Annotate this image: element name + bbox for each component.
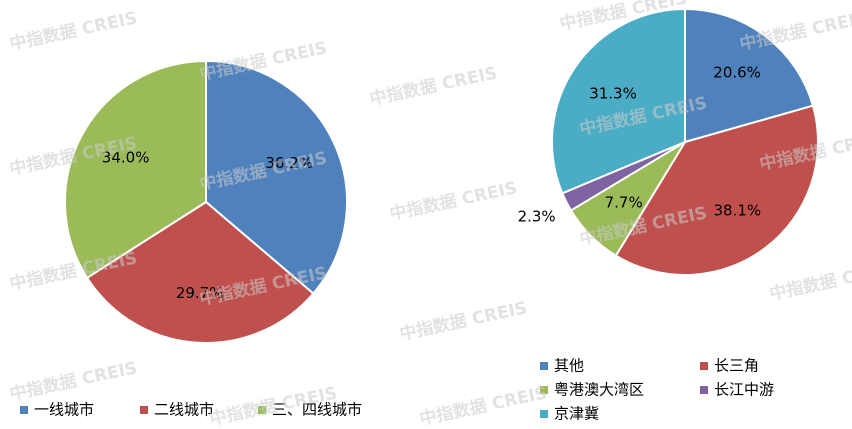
legend-label: 其他	[554, 357, 584, 375]
legend-swatch	[20, 406, 28, 414]
data-label: 31.3%	[589, 85, 637, 103]
data-label: 29.7%	[176, 284, 224, 302]
pie-slice	[64, 59, 207, 280]
data-label: 34.0%	[102, 148, 150, 166]
legend-swatch	[540, 362, 548, 370]
legend-swatch	[140, 406, 148, 414]
data-label: 36.2%	[265, 154, 313, 172]
legend-label: 三、四线城市	[272, 401, 362, 419]
pie-slice	[684, 7, 815, 144]
legend-label: 粤港澳大湾区	[554, 381, 644, 399]
pie-slice	[205, 59, 348, 295]
watermark: 中指数据 CREIS	[8, 7, 139, 55]
watermark: 中指数据 CREIS	[738, 7, 852, 55]
watermark: 中指数据 CREIS	[418, 382, 549, 429]
legend-label: 长江中游	[714, 381, 774, 399]
legend-label: 一线城市	[34, 401, 94, 419]
watermark: 中指数据 CREIS	[368, 62, 499, 110]
pie-slice	[551, 7, 686, 195]
legend-swatch	[258, 406, 266, 414]
pie-slice	[614, 104, 819, 276]
legend-label: 二线城市	[154, 401, 214, 419]
legend-swatch	[540, 386, 548, 394]
legend-swatch	[700, 362, 708, 370]
legend-swatch	[540, 410, 548, 418]
watermark: 中指数据 CREIS	[398, 297, 529, 345]
data-label: 7.7%	[605, 193, 643, 211]
pie-slice	[85, 200, 315, 344]
data-label: 20.6%	[713, 64, 761, 82]
data-label: 2.3%	[518, 208, 556, 226]
data-label: 38.1%	[714, 201, 762, 219]
watermark: 中指数据 CREIS	[8, 357, 139, 405]
legend-swatch	[700, 386, 708, 394]
watermark: 中指数据 CREIS	[768, 257, 852, 305]
watermark: 中指数据 CREIS	[208, 382, 339, 429]
legend-label: 长三角	[714, 357, 759, 375]
legend-label: 京津冀	[554, 405, 599, 423]
watermark: 中指数据 CREIS	[388, 177, 519, 225]
